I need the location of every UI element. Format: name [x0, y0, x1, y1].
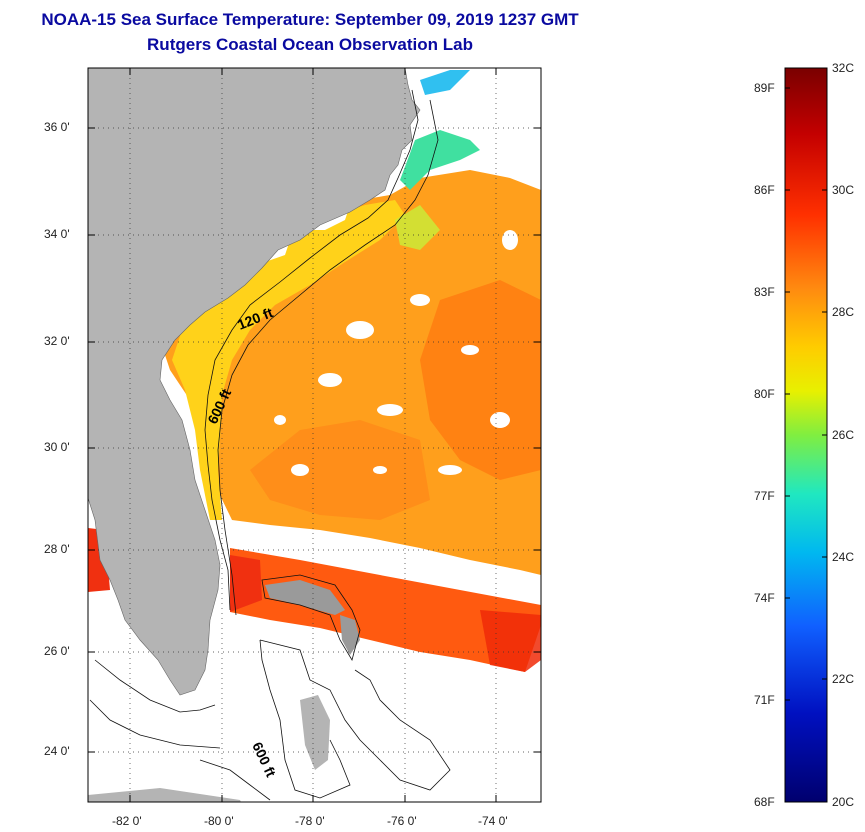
colorbar-f-86: 86F — [754, 183, 775, 197]
contour-grand-bahama — [261, 574, 361, 662]
lat-label-32: 32 0' — [44, 334, 70, 348]
lat-label-26: 26 0' — [44, 644, 70, 658]
colorbar-c-26: 26C — [832, 428, 855, 442]
colorbar-f-80: 80F — [754, 387, 775, 401]
sst-offshore-warm-2 — [250, 420, 430, 520]
lat-label-36: 36 0' — [44, 120, 70, 134]
colorbar-c-32: 32C — [832, 61, 855, 75]
contour-south-bank — [199, 759, 271, 801]
contour-bahamas-1 — [259, 639, 451, 791]
colorbar — [784, 67, 828, 803]
colorbar-f-83: 83F — [754, 285, 775, 299]
sst-cool-coastal-2 — [420, 70, 470, 95]
land-andros — [300, 695, 330, 770]
lon-label-82: -82 0' — [112, 814, 142, 828]
contour-keys — [94, 659, 216, 713]
lat-label-34: 34 0' — [44, 227, 70, 241]
contour-120ft — [204, 89, 419, 611]
map-title: NOAA-15 Sea Surface Temperature: Septemb… — [41, 10, 579, 29]
colorbar-c-30: 30C — [832, 183, 855, 197]
colorbar-ticks — [785, 67, 827, 701]
lon-label-78: -78 0' — [295, 814, 325, 828]
land-cuba-edge — [88, 788, 241, 802]
contour-bahamas-2 — [259, 639, 351, 799]
lat-label-28: 28 0' — [44, 542, 70, 556]
colorbar-f-74: 74F — [754, 591, 775, 605]
lat-label-30: 30 0' — [44, 440, 70, 454]
colorbar-c-28: 28C — [832, 305, 855, 319]
colorbar-f-89: 89F — [754, 81, 775, 95]
colorbar-c-22: 22C — [832, 672, 855, 686]
lon-label-76: -76 0' — [387, 814, 417, 828]
colorbar-c-24: 24C — [832, 550, 855, 564]
sst-swath-south-red-west — [230, 555, 262, 612]
land-us-coast — [88, 68, 421, 696]
map-ticks — [88, 68, 541, 802]
lon-label-80: -80 0' — [204, 814, 234, 828]
sst-greenish-patch — [395, 205, 440, 250]
sst-cool-coastal — [400, 130, 480, 190]
colorbar-c-20: 20C — [832, 795, 855, 809]
lon-label-74: -74 0' — [478, 814, 508, 828]
lat-label-24: 24 0' — [44, 744, 70, 758]
colorbar-f-71: 71F — [754, 693, 775, 707]
land-abaco — [340, 615, 360, 655]
map-frame — [87, 67, 542, 803]
sst-nearshore-yellow — [172, 200, 405, 520]
sst-offshore-warm-1 — [420, 280, 541, 480]
sst-swath-south — [230, 548, 541, 672]
colorbar-f-77: 77F — [754, 489, 775, 503]
map-area: 120 ft 600 ft 600 ft — [88, 68, 541, 802]
contour-gulf — [89, 699, 221, 749]
map-subtitle: Rutgers Coastal Ocean Observation Lab — [147, 35, 473, 54]
colorbar-f-68: 68F — [754, 795, 775, 809]
graticule — [88, 68, 541, 802]
land-grand-bahama — [265, 580, 345, 615]
sst-swath-south-red — [480, 610, 541, 672]
